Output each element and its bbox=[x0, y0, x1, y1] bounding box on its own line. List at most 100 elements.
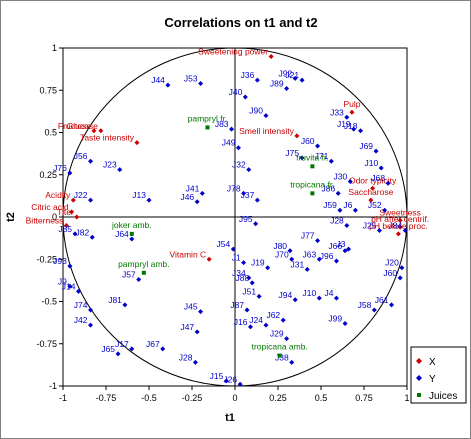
y-variable-marker bbox=[263, 322, 269, 328]
y-variable-label: J17 bbox=[115, 339, 129, 349]
x-variable-marker bbox=[98, 128, 104, 134]
y-variable-label: J14 bbox=[62, 281, 76, 291]
y-variable-marker bbox=[67, 283, 73, 289]
y-variable-marker bbox=[246, 167, 252, 173]
juice-point-marker bbox=[205, 125, 210, 130]
y-variable-label: J88 bbox=[235, 273, 249, 283]
y-variable-marker bbox=[289, 359, 295, 365]
y-variable-marker bbox=[333, 295, 339, 301]
y-variable-marker bbox=[292, 297, 298, 303]
y-variable-marker bbox=[198, 309, 204, 315]
x-variable-label: Citric acid bbox=[31, 202, 69, 212]
y-variable-marker bbox=[263, 113, 269, 119]
x-variable-marker bbox=[69, 209, 75, 215]
y-variable-label: J58 bbox=[358, 300, 372, 310]
x-variable-label: Bitterness bbox=[26, 215, 64, 225]
x-variable-label: Acidity bbox=[45, 190, 71, 200]
x-tick-label: -0.25 bbox=[182, 393, 203, 403]
y-variable-marker bbox=[328, 158, 334, 164]
y-variable-marker bbox=[253, 221, 259, 227]
x-variable-label: Odor typicity bbox=[349, 175, 397, 185]
y-variable-label: J40 bbox=[229, 87, 243, 97]
y-variable-marker bbox=[335, 190, 341, 196]
y-variable-marker bbox=[344, 222, 350, 228]
y-tick-label: -1 bbox=[49, 381, 57, 391]
x-variable-marker bbox=[294, 133, 300, 139]
y-variable-label: J6 bbox=[343, 200, 352, 210]
y-variable-marker bbox=[136, 277, 142, 283]
y-variable-label: J57 bbox=[122, 270, 136, 280]
y-tick-label: 0.25 bbox=[39, 170, 57, 180]
y-variable-marker bbox=[284, 86, 290, 92]
y-variable-marker bbox=[122, 302, 128, 308]
y-variable-label: J87 bbox=[230, 300, 244, 310]
x-variable-label: pH after centrif. bbox=[371, 214, 429, 224]
y-variable-label: J4 bbox=[324, 288, 333, 298]
y-variable-label: J9 bbox=[58, 276, 67, 286]
y-tick-label: -0.75 bbox=[36, 339, 57, 349]
legend-label: Y bbox=[429, 374, 436, 385]
y-variable-label: J21 bbox=[285, 70, 299, 80]
y-variable-marker bbox=[315, 238, 321, 244]
y-variable-label: J16 bbox=[234, 317, 248, 327]
y-variable-marker bbox=[165, 82, 171, 88]
y-variable-marker bbox=[402, 228, 408, 234]
y-tick-label: 1 bbox=[52, 43, 57, 53]
x-variable-label: Glucose bbox=[67, 121, 98, 131]
y-variable-marker bbox=[399, 265, 405, 271]
x-variable-marker bbox=[268, 53, 274, 59]
y-variable-marker bbox=[249, 280, 255, 286]
y-variable-marker bbox=[194, 199, 200, 205]
y-variable-label: J44 bbox=[151, 75, 165, 85]
y-variable-label: J42 bbox=[74, 315, 88, 325]
y-variable-marker bbox=[160, 346, 166, 352]
y-variable-label: J61 bbox=[375, 295, 389, 305]
y-variable-marker bbox=[117, 167, 123, 173]
y-variable-marker bbox=[237, 381, 243, 387]
y-variable-marker bbox=[265, 265, 271, 271]
y-variable-label: J49 bbox=[222, 138, 236, 148]
y-variable-marker bbox=[241, 190, 247, 196]
x-variable-label: Titer bbox=[57, 207, 74, 217]
y-variable-marker bbox=[289, 256, 295, 262]
juice-point-marker bbox=[129, 231, 134, 236]
y-variable-label: J59 bbox=[323, 200, 337, 210]
y-tick-label: 0.75 bbox=[39, 85, 57, 95]
y-variable-marker bbox=[67, 263, 73, 269]
y-variable-label: J41 bbox=[186, 183, 200, 193]
y-variable-marker bbox=[256, 293, 262, 299]
y-variable-marker bbox=[242, 94, 248, 100]
y-variable-marker bbox=[376, 228, 382, 234]
x-tick-label: -1 bbox=[59, 393, 67, 403]
y-variable-label: J99 bbox=[328, 313, 342, 323]
y-variable-marker bbox=[382, 207, 388, 213]
y-variable-marker bbox=[129, 236, 135, 242]
y-variable-label: J95 bbox=[239, 214, 253, 224]
legend-marker bbox=[416, 375, 422, 381]
x-variable-label: Saccharose bbox=[348, 187, 393, 197]
y-variable-label: J65 bbox=[101, 344, 115, 354]
y-variable-marker bbox=[344, 114, 350, 120]
y-variable-label: J66 bbox=[328, 241, 342, 251]
y-variable-marker bbox=[397, 275, 403, 281]
x-axis-label: t1 bbox=[225, 412, 235, 424]
y-variable-label: J3 bbox=[337, 239, 346, 249]
y-variable-marker bbox=[316, 256, 322, 262]
y-variable-label: J96 bbox=[320, 251, 334, 261]
y-variable-label: J77 bbox=[301, 231, 315, 241]
y-variable-label: J64 bbox=[115, 229, 129, 239]
y-variable-marker bbox=[333, 258, 339, 264]
x-variable-marker bbox=[134, 140, 140, 146]
legend: XY Juices bbox=[410, 346, 467, 404]
juice-point-label: joker amb. bbox=[111, 220, 152, 230]
x-variable-marker bbox=[74, 214, 80, 220]
y-variable-label: J24 bbox=[249, 315, 263, 325]
y-variable-label: J86 bbox=[321, 183, 335, 193]
y-variable-label: J28 bbox=[330, 215, 344, 225]
y-variable-label: J56 bbox=[74, 151, 88, 161]
x-tick-label: 1 bbox=[404, 393, 409, 403]
y-variable-label: J46 bbox=[180, 192, 194, 202]
y-variable-marker bbox=[198, 80, 204, 86]
y-variable-marker bbox=[337, 207, 343, 213]
y-variable-marker bbox=[284, 336, 290, 342]
